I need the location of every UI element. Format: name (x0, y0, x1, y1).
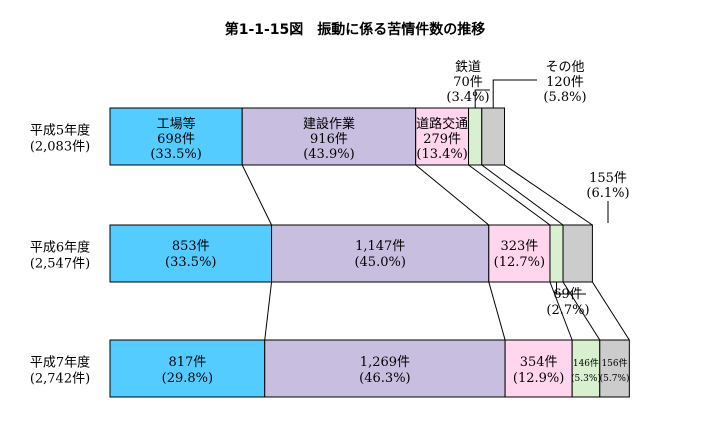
series-name-label: その他 (545, 60, 584, 75)
connector-line (504, 164, 593, 226)
percent-label: (43.9%) (303, 147, 354, 162)
percent-label: (3.4%) (446, 90, 489, 105)
percent-label: (33.5%) (165, 255, 216, 270)
connector-line (415, 164, 490, 226)
row-label-total: (2,547件) (30, 257, 90, 272)
count-label: 853件 (172, 239, 210, 254)
row-label-year: 平成6年度 (30, 240, 90, 256)
series-name-label: 道路交通 (416, 116, 468, 132)
percent-label: (2.7%) (546, 303, 589, 318)
count-label: 156件 (601, 357, 627, 369)
connector-line (549, 281, 573, 341)
bar-rail-row1 (468, 107, 483, 166)
chart-title: 第1-1-15図 振動に係る苦情件数の推移 (225, 21, 486, 38)
connector-line (562, 281, 601, 341)
bar-factory-row2 (109, 224, 273, 283)
connector-line (591, 281, 630, 341)
series-name-label: 鉄道 (455, 60, 481, 75)
bar-construction-row2 (271, 224, 490, 283)
series-name-label: 建設作業 (303, 116, 355, 132)
bar-factory-row3 (109, 339, 266, 398)
percent-label: (45.0%) (354, 255, 405, 270)
percent-label: (5.8%) (543, 90, 586, 105)
bar-other-row2 (562, 224, 593, 283)
row-label-total: (2,742件) (30, 372, 90, 387)
percent-label: (12.7%) (494, 255, 545, 270)
count-label: 279件 (423, 132, 461, 147)
row-labels: 平成5年度(2,083件) 平成6年度(2,547件) 平成7年度(2,742件) (30, 123, 90, 387)
series-name-label: 工場等 (157, 116, 196, 132)
percent-label: (12.9%) (513, 371, 564, 386)
data-labels: 工場等698件(33.5%)建設作業916件(43.9%)道路交通279件(13… (150, 60, 629, 386)
bars (109, 107, 630, 398)
row-label-year: 平成7年度 (30, 355, 90, 371)
bar-road-row1 (415, 107, 470, 166)
percent-label: (46.3%) (359, 371, 410, 386)
count-label: 120件 (546, 75, 584, 90)
connector-line (241, 164, 273, 226)
connector-lines (241, 164, 630, 341)
connector-line (264, 281, 273, 341)
count-label: 323件 (500, 239, 538, 254)
count-label: 70件 (453, 75, 483, 90)
count-label: 916件 (310, 132, 348, 147)
bar-construction-row3 (264, 339, 506, 398)
callout-line-rail (474, 89, 490, 108)
bar-other-row3 (599, 339, 630, 398)
percent-label: (13.4%) (416, 147, 467, 162)
callout-line-rail-h6 (556, 282, 586, 295)
percent-label: (29.8%) (162, 371, 213, 386)
count-label: 354件 (520, 355, 558, 370)
bar-rail-row3 (571, 339, 601, 398)
count-label: 698件 (157, 132, 195, 147)
percent-label: (6.1%) (586, 186, 629, 201)
row-label-total: (2,083件) (30, 140, 90, 155)
row-label-year: 平成5年度 (30, 123, 90, 139)
count-label: 1,147件 (355, 239, 405, 254)
count-label: 1,269件 (360, 355, 410, 370)
callout-line-other (492, 79, 537, 108)
bar-road-row3 (504, 339, 573, 398)
bar-rail-row2 (549, 224, 564, 283)
percent-label: (33.5%) (150, 147, 201, 162)
percent-label: (5.7%) (600, 373, 630, 384)
bar-construction-row1 (241, 107, 417, 166)
count-label: 155件 (589, 171, 627, 186)
bar-road-row2 (488, 224, 551, 283)
connector-line (468, 164, 551, 226)
count-label: 817件 (168, 355, 206, 370)
bar-other-row1 (481, 107, 506, 166)
count-label: 146件 (573, 357, 599, 369)
percent-label: (5.3%) (571, 373, 601, 384)
connector-line (488, 281, 506, 341)
connector-line (481, 164, 564, 226)
